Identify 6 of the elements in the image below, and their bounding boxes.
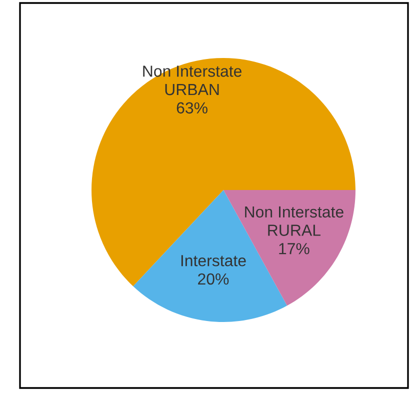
- slice-label: Non Interstate RURAL: [245, 206, 344, 236]
- data-label: 17%: [279, 243, 310, 254]
- data-label: 20%: [198, 273, 229, 285]
- pie-slice: [92, 58, 356, 286]
- data-label: 63%: [176, 102, 208, 114]
- slice-label: Interstate: [181, 255, 246, 266]
